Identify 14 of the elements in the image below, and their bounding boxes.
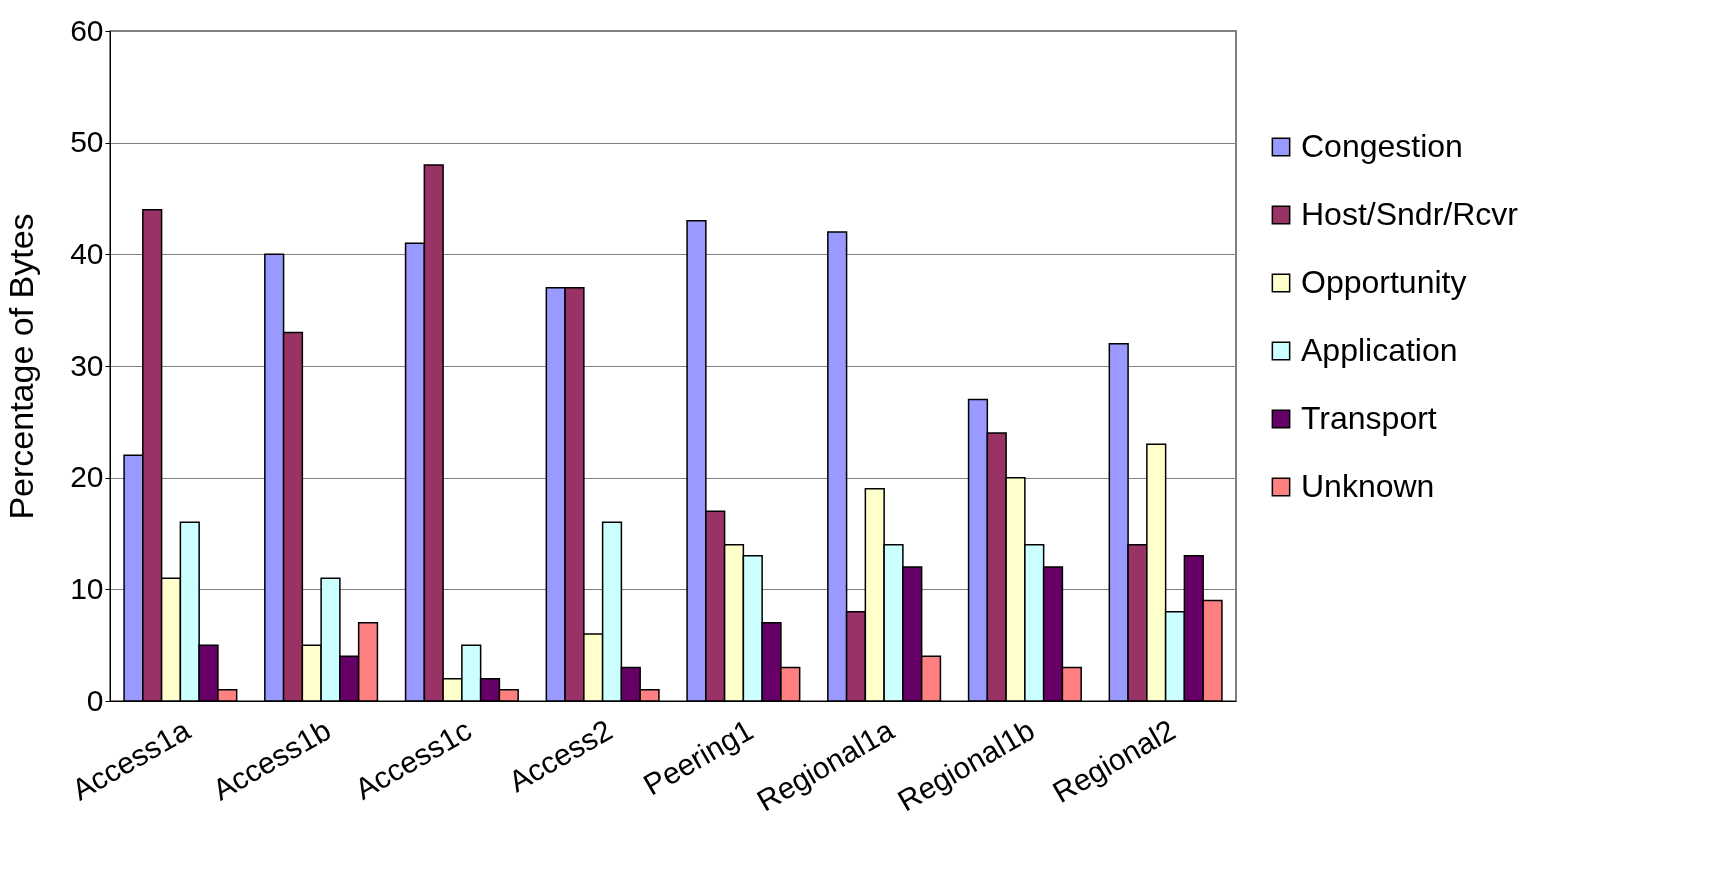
legend-label: Host/Sndr/Rcvr xyxy=(1301,196,1519,232)
y-tick-label: 20 xyxy=(70,460,104,494)
y-tick-label: 50 xyxy=(70,125,104,159)
legend-label: Opportunity xyxy=(1301,264,1467,300)
y-tick-label: 30 xyxy=(70,348,104,382)
y-tick-label: 60 xyxy=(70,13,104,47)
y-tick-label: 40 xyxy=(70,236,104,270)
legend-label: Transport xyxy=(1301,400,1437,436)
legend-label: Application xyxy=(1301,332,1458,368)
y-axis-title: Percentage of Bytes xyxy=(2,213,41,520)
legend-label: Unknown xyxy=(1301,468,1435,504)
y-tick-label: 10 xyxy=(70,571,104,605)
y-tick-label: 0 xyxy=(86,683,104,717)
legend-label: Congestion xyxy=(1301,128,1463,164)
